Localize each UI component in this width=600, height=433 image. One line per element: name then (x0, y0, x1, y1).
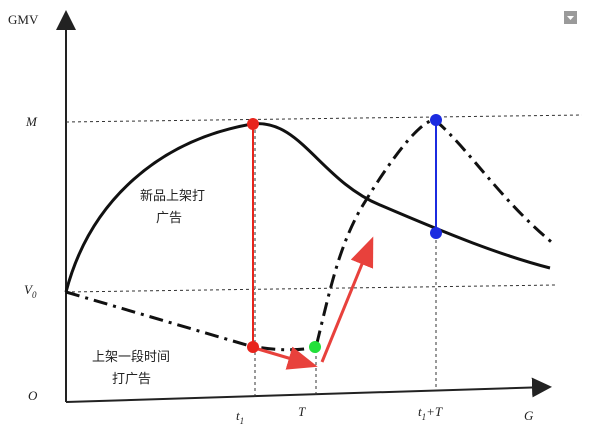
x-axis-label: G (524, 408, 534, 423)
y-mark-sub: 0 (32, 290, 37, 300)
annotation: 广告 (156, 211, 182, 226)
point (430, 227, 442, 239)
x-mark-sub: 1 (240, 416, 245, 426)
curve-later (65, 118, 556, 352)
annotation: 新品上架打 (140, 188, 205, 204)
y-axis-label: GMV (8, 12, 39, 27)
point (309, 341, 321, 353)
y-mark-main: V (24, 282, 34, 297)
curve-new (64, 122, 551, 293)
x-mark-sub: 1 (422, 412, 427, 422)
y-mark: M (25, 114, 38, 129)
x-mark: T (298, 404, 306, 419)
menu-icon-arrow (567, 16, 574, 20)
x-mark: t1 (236, 408, 244, 426)
x-mark: t1+T (418, 404, 443, 422)
red-arrow (320, 236, 374, 363)
red-arrow (257, 346, 318, 370)
x-mark-rest: +T (426, 404, 443, 419)
x-mark-main: t (418, 404, 422, 419)
annotation: 上架一段时间 (92, 350, 170, 365)
point (430, 114, 442, 126)
point (247, 341, 259, 353)
origin-label: O (28, 388, 38, 403)
x-mark-main: t (236, 408, 240, 423)
y-mark: V0 (24, 282, 37, 300)
annotation: 打广告 (112, 372, 151, 387)
point (247, 118, 259, 130)
x-axis (65, 377, 552, 403)
